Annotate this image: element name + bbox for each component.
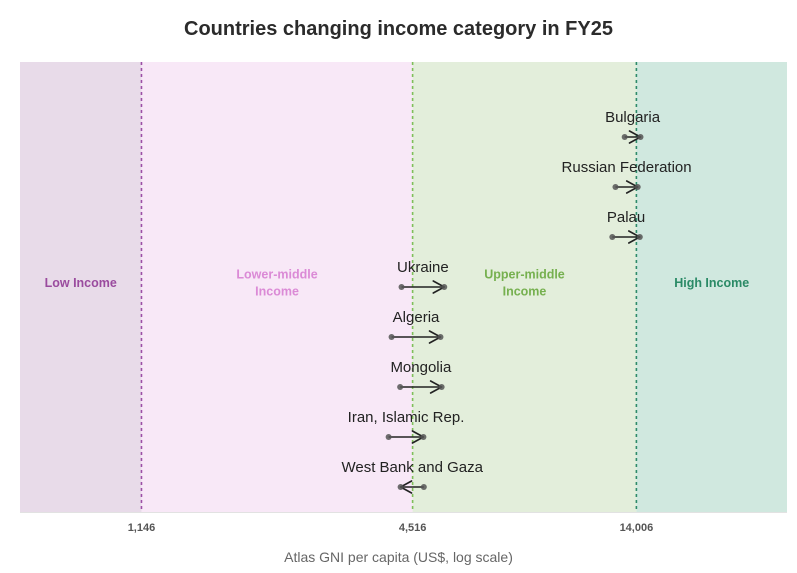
country-label: Ukraine bbox=[397, 259, 449, 276]
band-lower-middle-income bbox=[141, 62, 413, 512]
income-bands bbox=[20, 62, 787, 512]
band-label-high-income: High Income bbox=[674, 276, 749, 290]
arrow-palau: Palau bbox=[607, 209, 645, 244]
x-tick-labels: 1,146 4,516 14,006 bbox=[128, 522, 654, 534]
band-high-income bbox=[636, 62, 787, 512]
start-point bbox=[612, 184, 619, 190]
band-label-line: Income bbox=[255, 285, 299, 299]
band-label-upper-middle-income: Upper-middle Income bbox=[484, 268, 565, 299]
country-label: Iran, Islamic Rep. bbox=[348, 409, 465, 426]
country-label: Mongolia bbox=[390, 359, 452, 376]
band-label-low-income: Low Income bbox=[45, 276, 117, 290]
country-label: West Bank and Gaza bbox=[341, 459, 483, 476]
arrow-iran-islamic-rep: Iran, Islamic Rep. bbox=[348, 409, 465, 444]
country-label: Russian Federation bbox=[562, 159, 692, 176]
end-point bbox=[637, 134, 644, 140]
arrow-ukraine: Ukraine bbox=[397, 259, 449, 294]
x-axis-label: Atlas GNI per capita (US$, log scale) bbox=[284, 549, 513, 565]
start-point bbox=[385, 434, 392, 440]
tick-label-14006: 14,006 bbox=[620, 522, 654, 534]
end-point bbox=[441, 284, 448, 290]
start-point bbox=[420, 484, 427, 490]
arrow-mongolia: Mongolia bbox=[390, 359, 452, 394]
end-point bbox=[397, 484, 404, 490]
band-label-line: Upper-middle bbox=[484, 268, 565, 282]
country-arrows: Bulgaria Russian Federation Palau Ukraine Al… bbox=[341, 109, 692, 494]
band-label-line: Low Income bbox=[45, 276, 117, 290]
chart-title: Countries changing income category in FY… bbox=[184, 18, 613, 40]
band-label-line: Lower-middle bbox=[236, 268, 317, 282]
start-point bbox=[621, 134, 628, 140]
end-point bbox=[634, 184, 641, 190]
arrow-algeria: Algeria bbox=[388, 309, 444, 344]
tick-label-4516: 4,516 bbox=[399, 522, 427, 534]
end-point bbox=[636, 234, 643, 240]
start-point bbox=[609, 234, 616, 240]
country-label: Bulgaria bbox=[605, 109, 661, 126]
end-point bbox=[437, 334, 444, 340]
country-label: Palau bbox=[607, 209, 645, 226]
arrow-west-bank-and-gaza: West Bank and Gaza bbox=[341, 459, 484, 494]
band-label-line: Income bbox=[503, 285, 547, 299]
band-label-line: High Income bbox=[674, 276, 749, 290]
start-point bbox=[397, 384, 404, 390]
country-label: Algeria bbox=[393, 309, 440, 326]
start-point bbox=[388, 334, 395, 340]
band-upper-middle-income bbox=[412, 62, 637, 512]
arrow-russian-federation: Russian Federation bbox=[562, 159, 692, 194]
band-label-lower-middle-income: Lower-middle Income bbox=[236, 268, 317, 299]
band-low-income bbox=[20, 62, 142, 512]
tick-label-1146: 1,146 bbox=[128, 522, 156, 534]
end-point bbox=[438, 384, 445, 390]
arrow-bulgaria: Bulgaria bbox=[605, 109, 661, 144]
end-point bbox=[420, 434, 427, 440]
start-point bbox=[398, 284, 405, 290]
